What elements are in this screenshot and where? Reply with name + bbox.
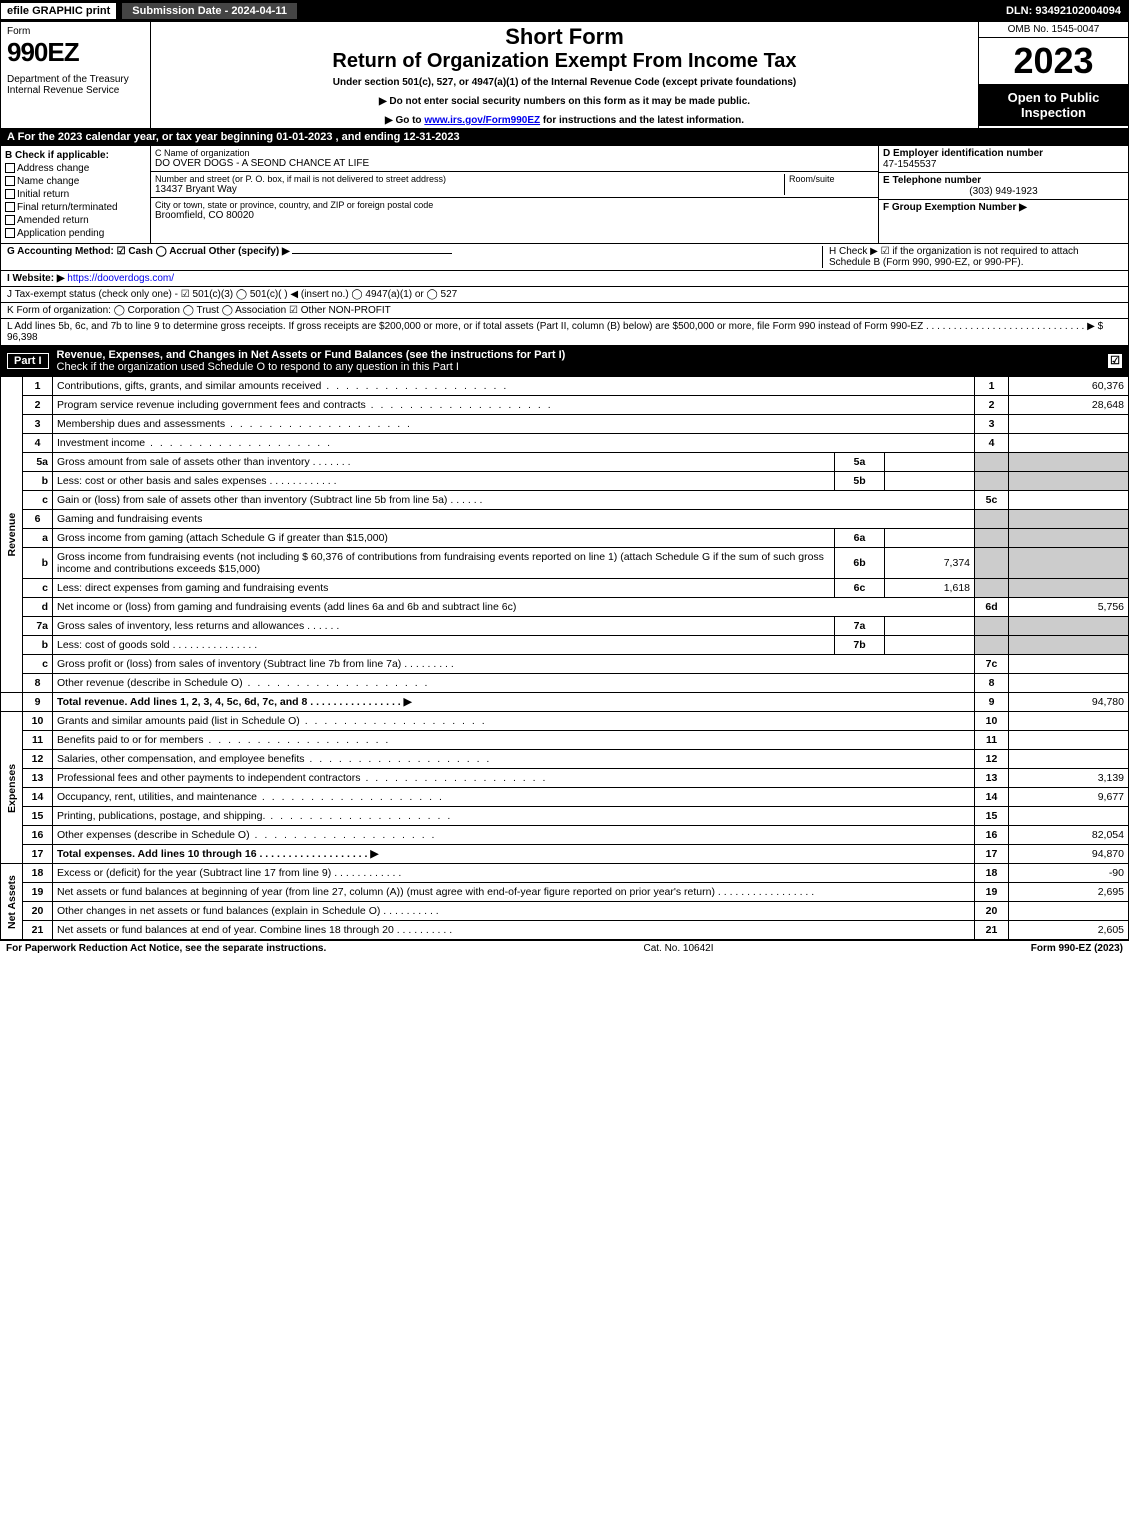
row-6b: bGross income from fundraising events (n… (1, 548, 1129, 579)
row-6c: cLess: direct expenses from gaming and f… (1, 579, 1129, 598)
col-c: C Name of organization DO OVER DOGS - A … (151, 146, 878, 243)
row-6: 6Gaming and fundraising events (1, 510, 1129, 529)
footer-left: For Paperwork Reduction Act Notice, see … (6, 943, 326, 954)
side-expenses: Expenses (1, 712, 23, 864)
row-6a: aGross income from gaming (attach Schedu… (1, 529, 1129, 548)
c-name-lbl: C Name of organization (155, 148, 874, 158)
header-right: OMB No. 1545-0047 2023 Open to Public In… (978, 22, 1128, 128)
row-i: I Website: ▶ https://dooverdogs.com/ (0, 271, 1129, 287)
short-form-title: Short Form (157, 24, 972, 50)
f-group-lbl: F Group Exemption Number ▶ (883, 202, 1124, 213)
street-lbl: Number and street (or P. O. box, if mail… (155, 174, 784, 184)
row-k: K Form of organization: ◯ Corporation ◯ … (0, 303, 1129, 319)
d-ein-lbl: D Employer identification number (883, 148, 1124, 159)
row-16: 16Other expenses (describe in Schedule O… (1, 826, 1129, 845)
row-5b: bLess: cost or other basis and sales exp… (1, 472, 1129, 491)
e-tel-lbl: E Telephone number (883, 175, 1124, 186)
row-4: 4Investment income4 (1, 434, 1129, 453)
top-bar: efile GRAPHIC print Submission Date - 20… (0, 0, 1129, 22)
page-footer: For Paperwork Reduction Act Notice, see … (0, 940, 1129, 956)
chk-address[interactable]: Address change (5, 163, 146, 174)
row-21: 21Net assets or fund balances at end of … (1, 921, 1129, 940)
ein: 47-1545537 (883, 159, 1124, 170)
part1-title: Revenue, Expenses, and Changes in Net As… (57, 349, 1108, 373)
footer-right: Form 990-EZ (2023) (1031, 943, 1123, 954)
row-2: 2Program service revenue including gover… (1, 396, 1129, 415)
row-1: Revenue 1Contributions, gifts, grants, a… (1, 377, 1129, 396)
row-5a: 5aGross amount from sale of assets other… (1, 453, 1129, 472)
row-6d: dNet income or (loss) from gaming and fu… (1, 598, 1129, 617)
row-9: 9Total revenue. Add lines 1, 2, 3, 4, 5c… (1, 693, 1129, 712)
row-7c: cGross profit or (loss) from sales of in… (1, 655, 1129, 674)
chk-amended[interactable]: Amended return (5, 215, 146, 226)
row-14: 14Occupancy, rent, utilities, and mainte… (1, 788, 1129, 807)
g-accounting: G Accounting Method: ☑ Cash ◯ Accrual Ot… (7, 246, 290, 257)
form-header: Form 990EZ Department of the Treasury In… (0, 22, 1129, 129)
row-20: 20Other changes in net assets or fund ba… (1, 902, 1129, 921)
row-l: L Add lines 5b, 6c, and 7b to line 9 to … (0, 319, 1129, 346)
h-check: H Check ▶ ☑ if the organization is not r… (822, 246, 1122, 268)
i-lbl: I Website: ▶ (7, 273, 65, 284)
tax-year: 2023 (979, 38, 1128, 84)
col-d: D Employer identification number 47-1545… (878, 146, 1128, 243)
row-10: Expenses 10Grants and similar amounts pa… (1, 712, 1129, 731)
street: 13437 Bryant Way (155, 184, 784, 195)
row-7a: 7aGross sales of inventory, less returns… (1, 617, 1129, 636)
row-gh: G Accounting Method: ☑ Cash ◯ Accrual Ot… (0, 244, 1129, 271)
row-8: 8Other revenue (describe in Schedule O)8 (1, 674, 1129, 693)
chk-final[interactable]: Final return/terminated (5, 202, 146, 213)
row-11: 11Benefits paid to or for members11 (1, 731, 1129, 750)
part1-header: Part I Revenue, Expenses, and Changes in… (0, 346, 1129, 377)
chk-pending[interactable]: Application pending (5, 228, 146, 239)
telephone: (303) 949-1923 (883, 186, 1124, 197)
footer-center: Cat. No. 10642I (326, 943, 1030, 954)
city-lbl: City or town, state or province, country… (155, 200, 874, 210)
form-label: Form (7, 26, 144, 37)
section-a: A For the 2023 calendar year, or tax yea… (0, 129, 1129, 146)
ssn-note: ▶ Do not enter social security numbers o… (157, 96, 972, 107)
room-lbl: Room/suite (784, 174, 874, 195)
row-18: Net Assets 18Excess or (deficit) for the… (1, 864, 1129, 883)
row-3: 3Membership dues and assessments3 (1, 415, 1129, 434)
city: Broomfield, CO 80020 (155, 210, 874, 221)
goto-note: ▶ Go to www.irs.gov/Form990EZ for instru… (157, 115, 972, 126)
dept-label: Department of the Treasury Internal Reve… (7, 74, 144, 96)
under-section: Under section 501(c), 527, or 4947(a)(1)… (157, 77, 972, 88)
website-link[interactable]: https://dooverdogs.com/ (67, 273, 174, 284)
submission-date: Submission Date - 2024-04-11 (121, 2, 298, 20)
row-17: 17Total expenses. Add lines 10 through 1… (1, 845, 1129, 864)
b-title: B Check if applicable: (5, 150, 146, 161)
header-center: Short Form Return of Organization Exempt… (151, 22, 978, 128)
row-7b: bLess: cost of goods sold . . . . . . . … (1, 636, 1129, 655)
chk-initial[interactable]: Initial return (5, 189, 146, 200)
side-netassets: Net Assets (1, 864, 23, 940)
part1-check[interactable]: ☑ (1108, 354, 1122, 368)
row-j: J Tax-exempt status (check only one) - ☑… (0, 287, 1129, 303)
block-bcd: B Check if applicable: Address change Na… (0, 146, 1129, 244)
row-13: 13Professional fees and other payments t… (1, 769, 1129, 788)
return-title: Return of Organization Exempt From Incom… (157, 50, 972, 73)
part1-table: Revenue 1Contributions, gifts, grants, a… (0, 377, 1129, 940)
header-left: Form 990EZ Department of the Treasury In… (1, 22, 151, 128)
chk-name[interactable]: Name change (5, 176, 146, 187)
dln: DLN: 93492102004094 (998, 3, 1129, 19)
form-number: 990EZ (7, 37, 144, 68)
side-revenue: Revenue (1, 377, 23, 693)
open-inspection: Open to Public Inspection (979, 84, 1128, 126)
row-15: 15Printing, publications, postage, and s… (1, 807, 1129, 826)
row-19: 19Net assets or fund balances at beginni… (1, 883, 1129, 902)
col-b: B Check if applicable: Address change Na… (1, 146, 151, 243)
omb-number: OMB No. 1545-0047 (979, 22, 1128, 38)
part1-label: Part I (7, 353, 49, 369)
row-12: 12Salaries, other compensation, and empl… (1, 750, 1129, 769)
efile-label: efile GRAPHIC print (0, 2, 117, 20)
row-5c: cGain or (loss) from sale of assets othe… (1, 491, 1129, 510)
org-name: DO OVER DOGS - A SEOND CHANCE AT LIFE (155, 158, 874, 169)
irs-link[interactable]: www.irs.gov/Form990EZ (424, 115, 540, 126)
